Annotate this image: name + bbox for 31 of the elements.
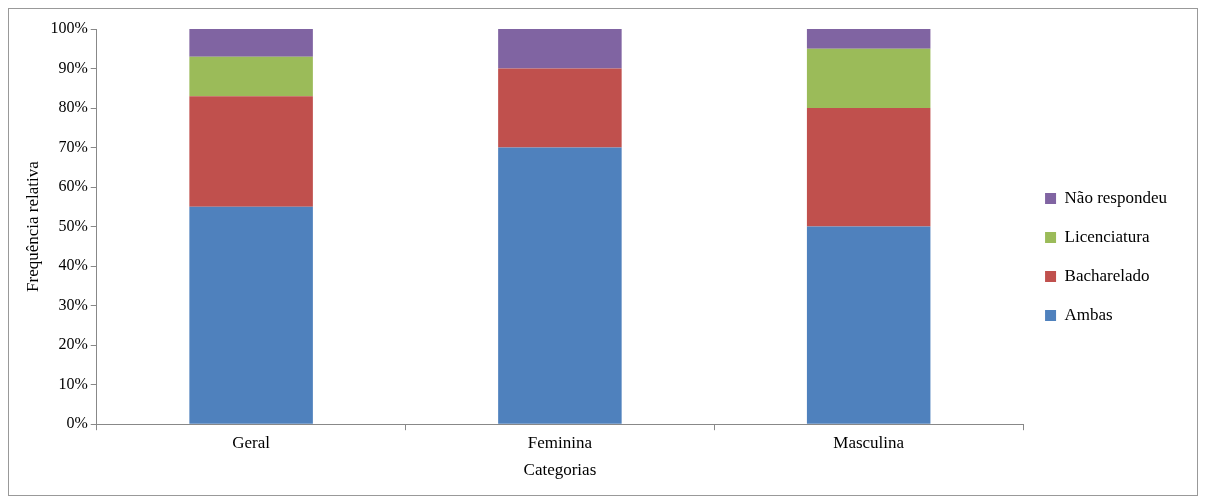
bar [806, 226, 931, 424]
y-tick-label: 30% [58, 295, 88, 313]
bar [498, 68, 622, 148]
bar [498, 29, 622, 69]
bar [189, 96, 313, 207]
x-tick-label: Geral [232, 432, 271, 452]
y-tick-label: 20% [58, 335, 88, 353]
bar [189, 206, 313, 424]
legend-label: Licenciatura [1064, 226, 1150, 246]
x-axis-title: Categorias [523, 460, 597, 480]
y-tick-label: 100% [50, 19, 88, 37]
y-tick-label: 10% [58, 374, 88, 392]
y-tick-label: 60% [58, 177, 88, 195]
bar [498, 147, 622, 424]
bar [806, 29, 931, 49]
bar [806, 108, 931, 227]
bar [806, 48, 931, 109]
x-tick-label: Masculina [833, 432, 905, 452]
legend-label: Não respondeu [1064, 187, 1168, 207]
y-tick-label: 90% [58, 58, 88, 76]
bar [189, 56, 313, 97]
y-tick-label: 0% [66, 414, 88, 432]
y-tick-label: 40% [58, 256, 88, 274]
x-tick-label: Feminina [527, 432, 593, 452]
y-axis-title: Frequência relativa [22, 160, 42, 292]
legend-label: Bacharelado [1064, 265, 1150, 285]
y-tick-label: 80% [58, 98, 88, 116]
legend-label: Ambas [1064, 304, 1113, 324]
bar [189, 29, 313, 57]
y-tick-label: 50% [58, 216, 88, 234]
y-tick-label: 70% [58, 137, 88, 155]
